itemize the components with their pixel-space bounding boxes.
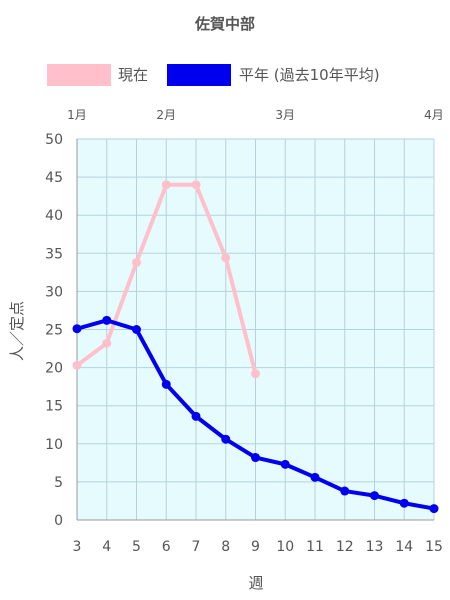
legend-label-current[interactable]: 現在 [118, 66, 148, 84]
data-point-0[interactable] [251, 369, 260, 379]
x-tick-label: 15 [425, 539, 443, 555]
x-tick-label: 4 [102, 539, 111, 555]
data-point-0[interactable] [161, 180, 171, 190]
chart-title: 佐賀中部 [194, 15, 255, 33]
month-tick-label: 1月 [67, 108, 87, 122]
y-axis-label: 人／定点 [8, 301, 26, 361]
x-axis-label: 週 [248, 574, 263, 592]
x-tick-label: 9 [251, 539, 260, 555]
data-point-1[interactable] [429, 504, 439, 514]
data-point-1[interactable] [191, 411, 201, 421]
x-tick-label: 8 [221, 539, 230, 555]
x-tick-label: 10 [276, 539, 294, 555]
legend-swatch-current [47, 64, 111, 86]
data-point-1[interactable] [161, 379, 171, 389]
data-point-1[interactable] [399, 498, 409, 508]
x-tick-label: 5 [132, 539, 141, 555]
data-point-0[interactable] [191, 180, 201, 190]
data-point-0[interactable] [132, 257, 141, 267]
x-axis-ticks: 3 4 5 6 7 8 9 10 11 12 13 14 15 [73, 539, 443, 555]
data-point-1[interactable] [72, 324, 82, 334]
legend-swatch-average [167, 64, 231, 86]
legend-label-average[interactable]: 平年 (過去10年平均) [239, 66, 380, 84]
x-tick-label: 7 [192, 539, 201, 555]
data-point-1[interactable] [340, 486, 350, 496]
y-tick-label: 45 [45, 170, 63, 186]
y-tick-label: 30 [45, 284, 63, 300]
legend[interactable]: 現在 平年 (過去10年平均) [47, 64, 380, 86]
x-tick-label: 11 [306, 539, 324, 555]
data-point-0[interactable] [221, 253, 231, 263]
data-point-1[interactable] [132, 325, 141, 334]
data-point-1[interactable] [251, 453, 260, 463]
y-tick-label: 35 [45, 246, 63, 262]
grid [76, 138, 435, 521]
y-tick-label: 5 [54, 475, 63, 491]
month-tick-label: 2月 [156, 108, 176, 122]
y-tick-label: 0 [54, 513, 63, 529]
data-point-0[interactable] [102, 338, 112, 348]
y-tick-label: 25 [45, 323, 63, 339]
data-point-1[interactable] [221, 434, 231, 444]
x-tick-label: 12 [336, 539, 354, 555]
month-tick-label: 3月 [275, 108, 295, 122]
month-tick-label: 4月 [424, 108, 444, 122]
y-tick-label: 20 [45, 361, 63, 377]
y-tick-label: 40 [45, 208, 63, 224]
x-tick-label: 14 [395, 539, 413, 555]
data-point-1[interactable] [370, 491, 379, 501]
data-point-1[interactable] [310, 472, 320, 482]
series [72, 180, 439, 514]
x-tick-label: 6 [162, 539, 171, 555]
y-tick-label: 10 [45, 437, 63, 453]
month-ticks: 1月 2月 3月 4月 [67, 108, 444, 122]
x-tick-label: 13 [366, 539, 384, 555]
data-point-0[interactable] [72, 360, 82, 370]
data-point-1[interactable] [280, 459, 290, 469]
y-tick-label: 15 [45, 399, 63, 415]
data-point-1[interactable] [102, 315, 112, 325]
y-axis-ticks: 0 5 10 15 20 25 30 35 40 45 50 [45, 132, 63, 529]
x-tick-label: 3 [73, 539, 82, 555]
y-tick-label: 50 [45, 132, 63, 148]
